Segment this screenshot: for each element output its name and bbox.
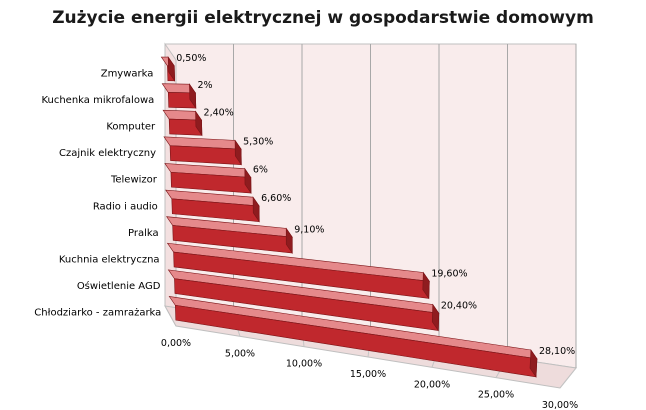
- value-label: 20,40%: [441, 301, 477, 312]
- bar-end-face: [189, 83, 197, 110]
- value-label: 6,60%: [261, 193, 291, 204]
- bar-end-face: [529, 349, 538, 378]
- bar: [166, 242, 430, 300]
- bar: [166, 216, 293, 255]
- bar-end-face: [234, 139, 242, 166]
- value-label: 2,40%: [204, 107, 234, 118]
- category-label: Pralka: [128, 228, 159, 239]
- bar: [168, 296, 538, 378]
- bar: [161, 83, 197, 110]
- bar-end-face: [244, 167, 252, 195]
- category-label: Radio i audio: [93, 201, 158, 212]
- x-tick-label: 20,00%: [414, 379, 450, 390]
- category-label: Oświetlenie AGD: [77, 280, 161, 292]
- bar-end-face: [431, 303, 440, 332]
- category-labels: Zmywarka Kuchenka mikrofalowa Komputer Czaj…: [34, 68, 161, 318]
- bar-end-face: [195, 110, 203, 137]
- value-label: 9,10%: [294, 224, 324, 235]
- value-labels: 0,50% 2% 2,40% 5,30% 6% 6,60% 9,10% 19,60% 20,40…: [176, 53, 575, 357]
- value-label: 5,30%: [243, 136, 273, 147]
- bar-end-face: [422, 271, 430, 300]
- x-tick-label: 10,00%: [286, 359, 322, 370]
- category-label: Telewizor: [110, 175, 158, 186]
- category-label: Kuchnia elektryczna: [59, 255, 160, 266]
- value-label: 2%: [197, 80, 212, 91]
- bar: [160, 56, 176, 82]
- value-label: 6%: [253, 165, 268, 176]
- value-label: 0,50%: [176, 53, 206, 64]
- bar: [162, 109, 203, 137]
- category-label: Chłodziarko - zamrażarka: [34, 308, 161, 319]
- category-label: Komputer: [106, 122, 156, 133]
- value-label: 19,60%: [431, 268, 467, 279]
- value-label: 28,10%: [539, 346, 575, 357]
- chart-bars: [160, 56, 538, 378]
- x-tick-label: 30,00%: [542, 400, 578, 410]
- bar: [163, 136, 242, 166]
- bar-end-face: [252, 196, 260, 223]
- bar-end-face: [285, 227, 293, 255]
- x-tick-label: 0,00%: [161, 338, 191, 349]
- bar-end-face: [167, 56, 176, 82]
- category-label: Kuchenka mikrofalowa: [41, 95, 154, 106]
- category-label: Czajnik elektryczny: [59, 148, 156, 159]
- chart-title: Zużycie energii elektrycznej w gospodars…: [52, 8, 594, 28]
- bar: [164, 163, 252, 195]
- floor-gridline: [559, 367, 577, 389]
- x-tick-label: 15,00%: [350, 369, 386, 380]
- x-tick-label: 5,00%: [225, 348, 255, 359]
- bar: [165, 189, 260, 223]
- x-tick-labels: 0,00% 5,00% 10,00% 15,00% 20,00% 25,00% 30,00%: [161, 338, 578, 410]
- x-tick-label: 25,00%: [478, 390, 514, 401]
- bar: [167, 269, 440, 332]
- category-label: Zmywarka: [101, 68, 154, 79]
